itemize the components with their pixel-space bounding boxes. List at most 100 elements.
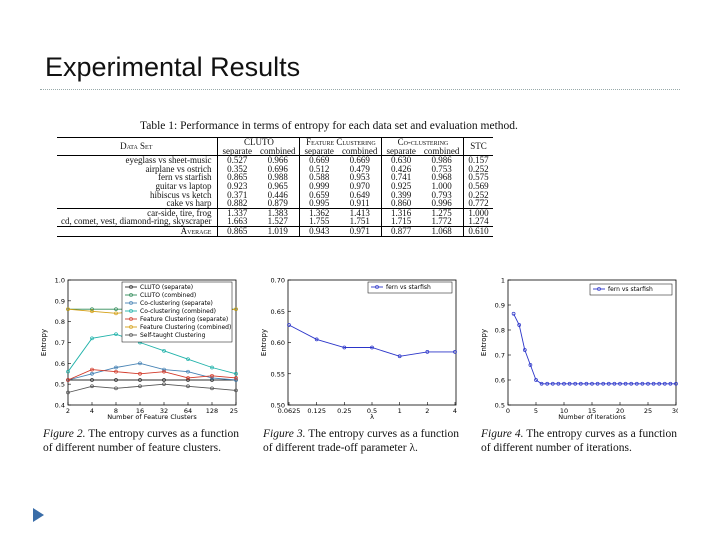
value-cell: 0.793: [431, 189, 452, 200]
x-tick-label: 20: [616, 407, 624, 415]
title-divider: [40, 89, 680, 90]
dataset-column-header: Data Set: [57, 136, 218, 157]
value-cell: 0.971: [337, 225, 382, 237]
x-tick-label: 0.0625: [278, 407, 301, 415]
x-axis-label: Number of Feature Clusters: [107, 413, 197, 421]
y-tick-label: 0.70: [271, 277, 285, 285]
x-tick-label: 256: [230, 407, 238, 415]
data-point: [90, 384, 94, 389]
dataset-name-cell: eyeglass vs sheet-music: [125, 155, 212, 166]
value-cell: 0.772: [463, 199, 493, 209]
x-tick-label: 4: [453, 407, 457, 415]
series-line: [67, 383, 237, 393]
data-point: [342, 345, 347, 350]
x-tick-label: 10: [560, 407, 568, 415]
legend-entry: Feature Clustering (separate): [140, 316, 228, 323]
x-tick-label: 2: [66, 407, 70, 415]
data-point: [90, 367, 94, 372]
data-point: [186, 384, 190, 389]
value-cell: 0.986: [431, 155, 452, 166]
value-cell: 0.352: [217, 164, 256, 174]
value-cell: 0.399: [381, 190, 420, 200]
data-point: [662, 381, 667, 386]
value-cell: 1.527: [267, 216, 288, 227]
value-cell: 0.943: [299, 225, 338, 237]
y-tick-label: 0.9: [495, 302, 505, 310]
figure-4-caption-text: The entropy curves as a function of diff…: [481, 428, 677, 454]
data-point: [646, 381, 650, 386]
x-tick-label: 0.5: [367, 407, 377, 415]
data-point: [114, 311, 118, 316]
data-point: [210, 365, 214, 370]
legend-marker: [129, 309, 133, 313]
value-cell: 0.966: [267, 155, 288, 166]
value-cell: 1.772: [431, 216, 452, 227]
value-cell: 1.383: [255, 207, 300, 218]
dataset-name-cell: hibiscus vs ketch: [149, 189, 212, 200]
value-cell: 0.371: [217, 190, 256, 200]
value-cell: 1.663: [217, 217, 256, 227]
data-point: [674, 381, 678, 386]
data-point: [162, 378, 166, 382]
data-point: [114, 378, 118, 382]
plot-frame: [507, 279, 677, 406]
legend-marker: [375, 285, 379, 289]
value-cell: 0.630: [381, 156, 420, 165]
data-point: [66, 307, 70, 312]
y-tick-label: 0.7: [495, 352, 505, 360]
value-cell: 1.316: [381, 207, 420, 218]
value-cell: 1.755: [299, 217, 338, 227]
data-point: [584, 381, 589, 386]
data-point: [287, 323, 291, 327]
data-point: [668, 381, 673, 386]
y-tick-label: 0.6: [495, 377, 505, 385]
data-point: [234, 378, 238, 382]
legend-marker: [129, 285, 133, 289]
value-cell: 0.659: [299, 190, 338, 200]
y-tick-label: 0.55: [271, 370, 285, 378]
value-cell: 0.426: [381, 164, 420, 174]
data-point: [138, 378, 142, 382]
x-tick-label: 0.25: [337, 407, 351, 415]
subcol-header: combined: [255, 146, 300, 157]
legend-box: [589, 283, 673, 296]
legend-entry: fern vs starfish: [386, 284, 431, 291]
value-cell: 0.512: [299, 164, 338, 174]
legend-marker: [129, 317, 133, 321]
data-point: [66, 369, 70, 374]
subcol-header: separate: [299, 146, 338, 157]
data-point: [210, 373, 214, 378]
data-point: [651, 381, 656, 386]
x-tick-label: 2: [425, 407, 429, 415]
value-cell: 0.527: [217, 156, 256, 165]
value-cell: 0.753: [431, 163, 452, 174]
data-point: [162, 367, 166, 372]
table-row: fern vs starfish 0.865 0.988 0.588 0.953 0.74…: [57, 173, 493, 182]
legend-box: [367, 281, 453, 294]
results-table: Data Set CLUTO Feature Clustering Co-clu…: [57, 136, 493, 237]
legend-entry: CLUTO (combined): [140, 292, 196, 299]
value-cell: 0.649: [349, 189, 370, 200]
subcol-header: combined: [337, 146, 382, 157]
x-tick-label: 16: [136, 407, 144, 415]
value-cell: 0.610: [463, 225, 493, 237]
data-point: [640, 381, 645, 386]
y-tick-label: 1.0: [55, 277, 65, 285]
y-tick-label: 0.7: [55, 339, 65, 347]
data-point: [314, 337, 319, 342]
y-tick-label: 0.5: [495, 402, 505, 410]
table-row: Average 0.865 1.019 0.943 0.971 0.877 1.068 0.6…: [57, 225, 493, 237]
figure-3-caption: Figure 3. The entropy curves as a functi…: [263, 427, 459, 455]
data-point: [66, 390, 70, 395]
x-tick-label: 30: [672, 407, 678, 415]
legend-entry: fern vs starfish: [608, 286, 653, 293]
data-point: [606, 381, 611, 386]
value-cell: 0.588: [299, 173, 338, 182]
value-cell: 0.446: [267, 189, 288, 200]
x-tick-label: 0: [506, 407, 510, 415]
value-cell: 1.274: [463, 217, 493, 227]
value-cell: 0.988: [267, 172, 288, 183]
table-row: guitar vs laptop 0.923 0.965 0.999 0.970 0.92…: [57, 182, 493, 191]
y-tick-label: 1: [501, 277, 505, 285]
value-cell: 0.968: [431, 172, 452, 183]
